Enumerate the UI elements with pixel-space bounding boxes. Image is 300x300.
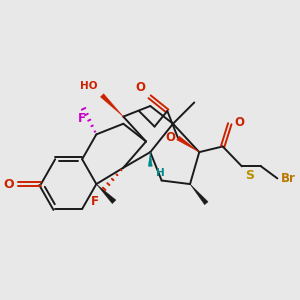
Text: H: H bbox=[156, 169, 165, 178]
Polygon shape bbox=[148, 152, 152, 166]
Text: O: O bbox=[234, 116, 244, 129]
Text: Br: Br bbox=[281, 172, 296, 185]
Polygon shape bbox=[100, 94, 123, 117]
Text: O: O bbox=[3, 178, 14, 190]
Polygon shape bbox=[190, 184, 208, 205]
Text: F: F bbox=[91, 195, 99, 208]
Text: HO: HO bbox=[80, 81, 98, 91]
Text: F: F bbox=[78, 112, 86, 125]
Polygon shape bbox=[96, 184, 116, 204]
Text: O: O bbox=[165, 131, 175, 144]
Text: S: S bbox=[245, 169, 254, 182]
Text: O: O bbox=[135, 81, 145, 94]
Polygon shape bbox=[177, 136, 199, 152]
